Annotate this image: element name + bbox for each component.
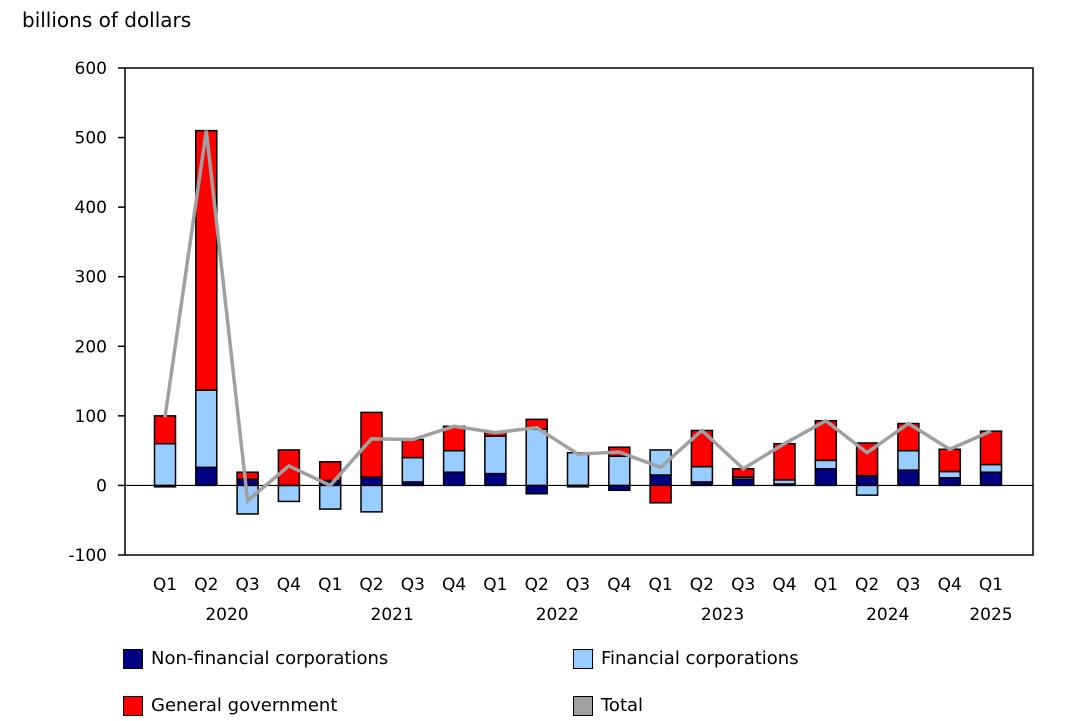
bar-segment xyxy=(897,449,920,471)
bar-segment xyxy=(318,484,342,510)
legend-item-fc: Financial corporations xyxy=(573,648,799,669)
y-tick-label: 0 xyxy=(96,476,107,496)
bar-segment xyxy=(153,442,177,487)
y-tick-label: 300 xyxy=(75,268,107,288)
legend-item-total: Total xyxy=(573,695,643,716)
x-tick-label: Q2 xyxy=(855,575,879,595)
bar-segment xyxy=(979,471,1003,487)
bar-segment xyxy=(484,472,507,487)
bar-segment xyxy=(236,471,259,480)
x-tick-label: Q4 xyxy=(607,575,631,595)
y-tick-label: -100 xyxy=(68,546,107,566)
bar-segment xyxy=(153,415,177,445)
x-tick-label: Q4 xyxy=(277,575,301,595)
x-tick-label: Q1 xyxy=(318,575,342,595)
bar-segment xyxy=(566,451,590,487)
x-year-label: 2024 xyxy=(866,605,909,625)
bar-segment xyxy=(814,459,838,470)
x-year-label: 2025 xyxy=(969,605,1012,625)
bar-segment xyxy=(938,470,961,479)
legend-item-nfc: Non-financial corporations xyxy=(123,648,388,669)
bar-segment xyxy=(442,449,466,473)
legend-swatch-total xyxy=(573,695,593,716)
bar-segment xyxy=(897,469,920,487)
bar-segment xyxy=(855,442,879,477)
bar-segment xyxy=(195,466,218,487)
bar-segment xyxy=(649,484,672,504)
bar-segment xyxy=(442,471,466,487)
x-tick-label: Q1 xyxy=(979,575,1003,595)
legend-swatch-fc xyxy=(573,648,593,669)
bar-segment xyxy=(649,474,672,487)
bar-segment xyxy=(360,484,383,513)
bar-segment xyxy=(360,411,383,478)
x-tick-label: Q3 xyxy=(566,575,590,595)
legend-swatch-gg xyxy=(123,695,143,716)
bar-segment xyxy=(401,438,425,459)
x-tick-label: Q3 xyxy=(401,575,425,595)
bar-segment xyxy=(525,428,548,487)
x-tick-label: Q3 xyxy=(896,575,920,595)
y-tick-label: 200 xyxy=(75,337,107,357)
bar-segment xyxy=(401,456,425,483)
bar-segment xyxy=(979,463,1003,473)
x-tick-label: Q4 xyxy=(938,575,962,595)
y-tick-label: 400 xyxy=(75,198,107,218)
y-axis-label: billions of dollars xyxy=(22,8,192,32)
legend-label: Total xyxy=(601,695,644,716)
x-tick-label: Q4 xyxy=(772,575,796,595)
x-tick-label: Q2 xyxy=(194,575,218,595)
x-tick-label: Q2 xyxy=(359,575,383,595)
bar-segment xyxy=(938,448,961,473)
bar-segment xyxy=(484,435,507,475)
x-year-label: 2023 xyxy=(701,605,744,625)
bar-segment xyxy=(938,477,961,487)
bar-segment xyxy=(360,476,383,487)
bar-segment xyxy=(277,484,301,503)
legend-item-gg: General government xyxy=(123,695,337,716)
x-tick-label: Q1 xyxy=(814,575,838,595)
x-year-label: 2021 xyxy=(371,605,414,625)
legend-label: Financial corporations xyxy=(601,648,799,669)
legend-swatch-nfc xyxy=(123,648,143,669)
plot-frame xyxy=(124,67,1034,556)
legend-label: Non-financial corporations xyxy=(151,648,389,669)
bar-segment xyxy=(855,474,879,487)
x-tick-label: Q3 xyxy=(731,575,755,595)
bar-segment xyxy=(731,478,755,487)
x-year-label: 2022 xyxy=(536,605,579,625)
bar-segment xyxy=(855,484,879,496)
y-tick-label: 500 xyxy=(75,129,107,149)
x-tick-label: Q4 xyxy=(442,575,466,595)
x-tick-label: Q1 xyxy=(483,575,507,595)
y-tick-label: 100 xyxy=(75,407,107,427)
x-tick-label: Q1 xyxy=(648,575,672,595)
x-tick-label: Q1 xyxy=(153,575,177,595)
legend-label: General government xyxy=(151,695,338,716)
x-tick-label: Q3 xyxy=(235,575,259,595)
bar-segment xyxy=(814,467,838,487)
bar-segment xyxy=(608,455,631,487)
x-tick-label: Q2 xyxy=(690,575,714,595)
bar-segment xyxy=(525,484,548,495)
bar-segment xyxy=(195,389,218,469)
x-tick-label: Q2 xyxy=(525,575,549,595)
total-line xyxy=(163,130,992,505)
y-tick-label: 600 xyxy=(75,59,107,79)
x-year-label: 2020 xyxy=(205,605,248,625)
bar-segment xyxy=(236,478,259,487)
bar-segment xyxy=(690,465,714,483)
chart-plot: -100 0 100 200 300 400 500 600 Q1 Q2 Q3 Q4 Q1 Q2 Q3 Q4 Q… xyxy=(68,59,1034,625)
